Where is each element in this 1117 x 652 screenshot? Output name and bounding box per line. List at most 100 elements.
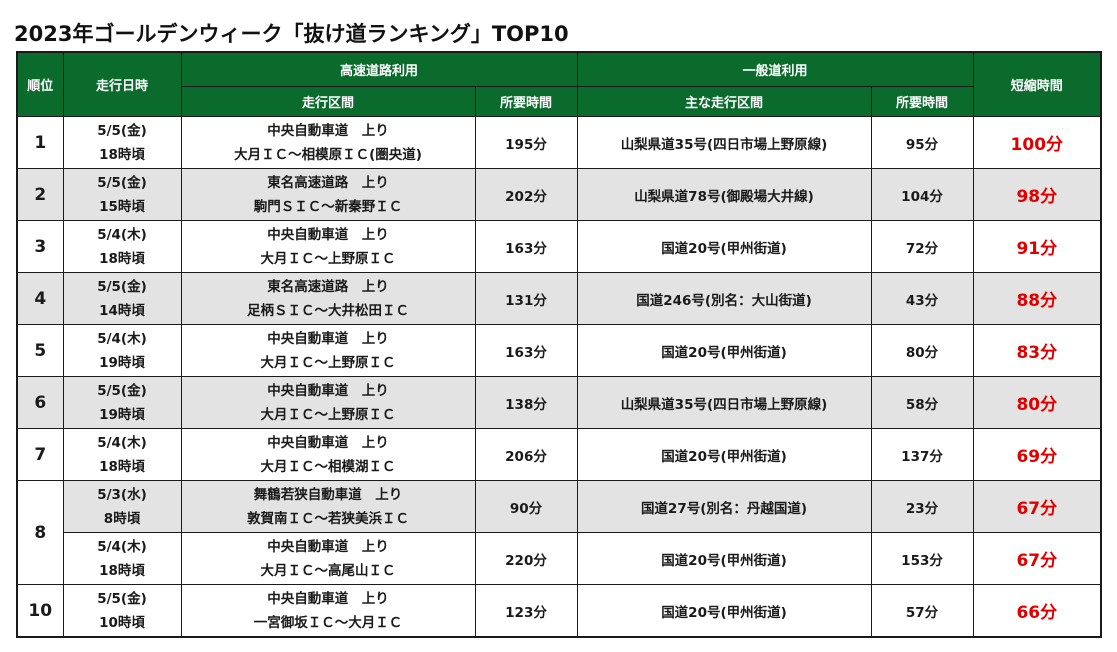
general-time: 153分 xyxy=(901,552,943,569)
general-route-cell: 国道20号(甲州街道) xyxy=(576,428,872,481)
header-expressway-time: 所要時間 xyxy=(474,86,578,117)
expressway-time-cell: 131分 xyxy=(474,272,578,325)
expressway-section: 敦賀南ＩＣ～若狭美浜ＩＣ xyxy=(247,510,409,527)
expressway-name: 中央自動車道 上り xyxy=(267,122,389,139)
header-expressway: 高速道路利用 xyxy=(180,51,578,87)
rank-value: 8 xyxy=(34,522,47,543)
drive-date: 5/5(金) xyxy=(97,590,147,607)
table-header: 順位 走行日時 高速道路利用 一般道利用 短縮時間 走行区間 所要時間 主な走行… xyxy=(16,51,1102,117)
page-title: 2023年ゴールデンウィーク「抜け道ランキング」TOP10 xyxy=(14,22,569,46)
expressway-time: 163分 xyxy=(505,344,547,361)
header-general-road: 一般道利用 xyxy=(576,51,974,87)
datetime-cell: 5/5(金) 14時頃 xyxy=(62,272,182,325)
saving-cell: 67分 xyxy=(972,532,1102,585)
general-route-cell: 山梨県道35号(四日市場上野原線) xyxy=(576,376,872,429)
saving-cell: 83分 xyxy=(972,324,1102,377)
expressway-time: 202分 xyxy=(505,188,547,205)
rank-cell: 3 xyxy=(16,220,64,273)
general-time: 23分 xyxy=(905,500,939,517)
drive-date: 5/4(木) xyxy=(97,226,147,243)
table-row: 5/4(木) 18時頃 中央自動車道 上り 大月ＩＣ～高尾山ＩＣ 220分 国道20号(甲… xyxy=(17,532,1102,585)
rank-value: 3 xyxy=(34,236,47,257)
expressway-name: 中央自動車道 上り xyxy=(267,590,389,607)
drive-time: 18時頃 xyxy=(99,146,145,163)
table-row: 8 5/3(水) 8時頃 舞鶴若狭自動車道 上り 敦賀南ＩＣ～若狭美浜ＩＣ 90分 国道27… xyxy=(16,480,1102,585)
table-row: 2 5/5(金) 15時頃 東名高速道路 上り 駒門ＳＩＣ～新秦野ＩＣ 202分 山梨県道7… xyxy=(16,168,1102,221)
datetime-cell: 5/5(金) 15時頃 xyxy=(62,168,182,221)
saving-time: 100分 xyxy=(1010,135,1064,155)
general-route: 山梨県道78号(御殿場大井線) xyxy=(634,188,814,205)
rank-cell: 10 xyxy=(16,584,64,638)
expressway-time: 163分 xyxy=(505,240,547,257)
saving-cell: 66分 xyxy=(972,584,1102,638)
drive-date: 5/5(金) xyxy=(97,278,147,295)
expressway-time-cell: 138分 xyxy=(474,376,578,429)
rank-cell: 4 xyxy=(16,272,64,325)
drive-date: 5/4(木) xyxy=(97,538,147,555)
expressway-section: 大月ＩＣ～上野原ＩＣ xyxy=(260,354,396,371)
saving-cell: 69分 xyxy=(972,428,1102,481)
expressway-time-cell: 202分 xyxy=(474,168,578,221)
rank-cell: 2 xyxy=(16,168,64,221)
header-section: 走行区間 xyxy=(180,86,476,117)
rank-value: 1 xyxy=(34,132,47,153)
saving-cell: 98分 xyxy=(972,168,1102,221)
drive-time: 19時頃 xyxy=(99,354,145,371)
drive-date: 5/5(金) xyxy=(97,382,147,399)
expressway-time-cell: 163分 xyxy=(474,324,578,377)
drive-time: 10時頃 xyxy=(99,614,145,631)
rank-value: 10 xyxy=(28,600,53,621)
general-time-cell: 137分 xyxy=(870,428,974,481)
datetime-cell: 5/4(木) 18時頃 xyxy=(62,220,182,273)
general-route-cell: 国道27号(別名：丹越国道) xyxy=(576,480,872,533)
rank-cell: 8 xyxy=(16,480,64,585)
general-time: 104分 xyxy=(901,188,943,205)
drive-date: 5/4(木) xyxy=(97,434,147,451)
datetime-cell: 5/5(金) 19時頃 xyxy=(62,376,182,429)
saving-cell: 80分 xyxy=(972,376,1102,429)
drive-date: 5/5(金) xyxy=(97,122,147,139)
drive-time: 14時頃 xyxy=(99,302,145,319)
rank-value: 6 xyxy=(34,392,47,413)
general-time: 43分 xyxy=(905,292,939,309)
saving-time: 67分 xyxy=(1016,499,1058,519)
drive-date: 5/5(金) xyxy=(97,174,147,191)
saving-cell: 67分 xyxy=(972,480,1102,533)
expressway-name: 舞鶴若狭自動車道 上り xyxy=(253,486,403,503)
rank-value: 5 xyxy=(34,340,47,361)
general-time: 58分 xyxy=(905,396,939,413)
drive-time: 18時頃 xyxy=(99,250,145,267)
general-route-cell: 国道20号(甲州街道) xyxy=(576,584,872,638)
saving-cell: 88分 xyxy=(972,272,1102,325)
table-row: 4 5/5(金) 14時頃 東名高速道路 上り 足柄ＳＩＣ～大井松田ＩＣ 131分 国道24… xyxy=(16,272,1102,325)
rank-value: 7 xyxy=(34,444,47,465)
general-time: 80分 xyxy=(905,344,939,361)
general-route-cell: 国道20号(甲州街道) xyxy=(576,324,872,377)
general-route: 国道20号(甲州街道) xyxy=(661,240,787,257)
general-time-cell: 23分 xyxy=(870,480,974,533)
expressway-section-cell: 中央自動車道 上り 大月ＩＣ～高尾山ＩＣ xyxy=(180,532,476,585)
expressway-time: 195分 xyxy=(505,136,547,153)
saving-time: 91分 xyxy=(1016,239,1058,259)
header-main-section: 主な走行区間 xyxy=(576,86,872,117)
general-time-cell: 104分 xyxy=(870,168,974,221)
general-route-cell: 国道20号(甲州街道) xyxy=(576,220,872,273)
general-route: 国道246号(別名：大山街道) xyxy=(636,292,812,309)
expressway-section-cell: 中央自動車道 上り 大月ＩＣ～上野原ＩＣ xyxy=(180,376,476,429)
general-route-cell: 国道20号(甲州街道) xyxy=(576,532,872,585)
expressway-section: 駒門ＳＩＣ～新秦野ＩＣ xyxy=(253,198,403,215)
expressway-name: 中央自動車道 上り xyxy=(267,434,389,451)
header-saving: 短縮時間 xyxy=(972,51,1102,117)
general-route: 国道20号(甲州街道) xyxy=(661,344,787,361)
drive-time: 18時頃 xyxy=(99,562,145,579)
saving-cell: 100分 xyxy=(972,116,1102,169)
expressway-name: 中央自動車道 上り xyxy=(267,538,389,555)
general-time: 137分 xyxy=(901,448,943,465)
table-row: 7 5/4(木) 18時頃 中央自動車道 上り 大月ＩＣ～相模湖ＩＣ 206分 国道20号(… xyxy=(16,428,1102,481)
datetime-cell: 5/5(金) 18時頃 xyxy=(62,116,182,169)
expressway-name: 中央自動車道 上り xyxy=(267,382,389,399)
saving-time: 69分 xyxy=(1016,447,1058,467)
drive-time: 8時頃 xyxy=(103,510,141,527)
general-time-cell: 72分 xyxy=(870,220,974,273)
rank-cell: 5 xyxy=(16,324,64,377)
